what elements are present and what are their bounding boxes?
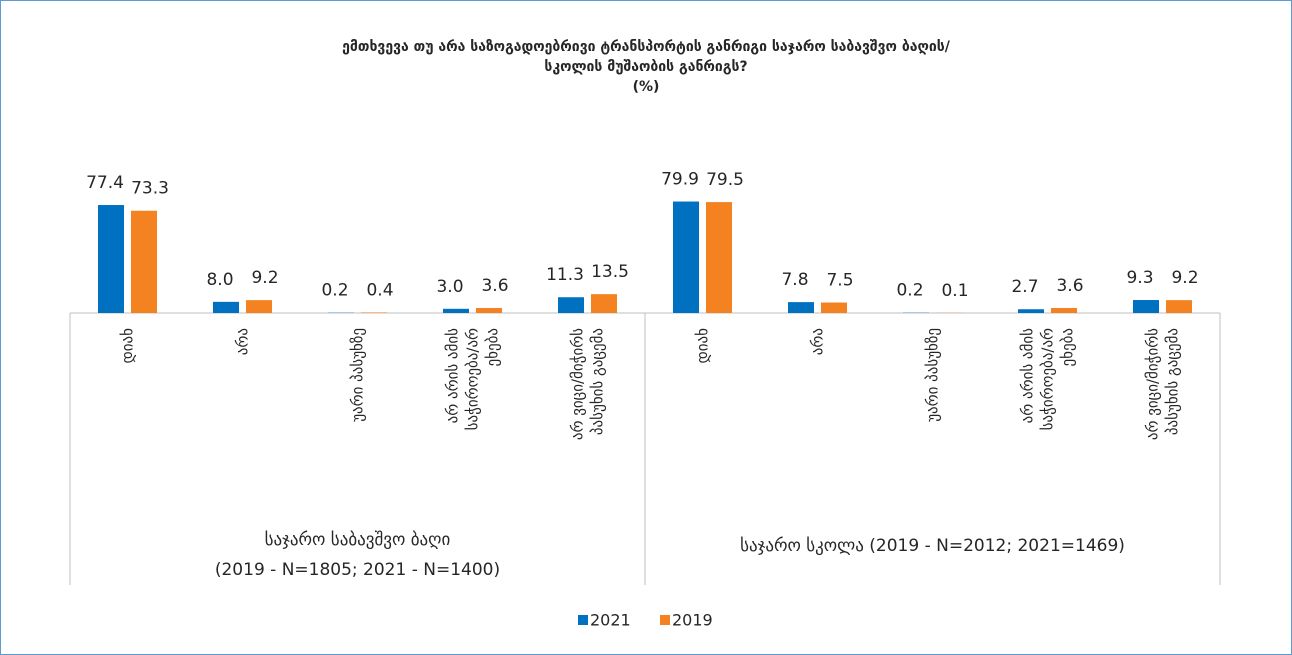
x-tick-label: უარი პასუხზე (348, 328, 366, 422)
value-label: 7.8 (781, 270, 808, 290)
group-label: (2019 - N=1805; 2021 - N=1400) (215, 560, 500, 580)
value-label: 9.2 (1171, 268, 1198, 288)
bar (476, 307, 502, 313)
bar (98, 205, 124, 313)
value-label: 2.7 (1011, 277, 1038, 297)
bar (1166, 300, 1192, 313)
value-label: 79.9 (661, 170, 699, 190)
bar (213, 301, 239, 313)
value-label: 79.5 (706, 170, 744, 190)
x-tick-label: დიახ (693, 328, 711, 364)
x-tick-label: არა (808, 328, 826, 355)
bar (788, 302, 814, 313)
value-label: 0.1 (941, 281, 968, 301)
value-label: 13.5 (591, 262, 629, 282)
value-label: 11.3 (546, 265, 584, 285)
bar (821, 302, 847, 313)
bar (1133, 300, 1159, 313)
legend-label: 2019 (672, 611, 713, 630)
value-label: 3.0 (436, 277, 463, 297)
bar (131, 210, 157, 313)
x-tick-label: არ ვიცი/მიჭირს პასუხის გაცემა (568, 328, 606, 440)
bar (246, 300, 272, 313)
value-label: 73.3 (131, 179, 169, 199)
value-label: 0.2 (321, 281, 348, 301)
x-tick-label: არა (233, 328, 251, 355)
value-label: 0.4 (366, 280, 393, 300)
value-label: 0.2 (896, 281, 923, 301)
value-label: 7.5 (826, 271, 853, 291)
group-label: საჯარო სკოლა (2019 - N=2012; 2021=1469) (740, 536, 1125, 556)
legend-label: 2021 (590, 611, 631, 630)
bar (591, 294, 617, 313)
x-tick-label: დიახ (118, 328, 136, 364)
legend-swatch (578, 615, 588, 625)
value-label: 3.6 (1056, 276, 1083, 296)
value-label: 77.4 (86, 173, 124, 193)
value-label: 9.2 (251, 268, 278, 288)
group-label: საჯარო საბავშვო ბაღი (265, 530, 451, 550)
bar (673, 201, 699, 313)
value-label: 3.6 (481, 276, 508, 296)
x-tick-label: არ არის ამის საჭიროება/არ ეხება (443, 328, 501, 431)
bar (1018, 309, 1044, 313)
value-label: 8.0 (206, 270, 233, 290)
x-tick-label: არ ვიცი/მიჭირს პასუხის გაცემა (1143, 328, 1181, 440)
chart-title: ემთხვევა თუ არა საზოგადოებრივი ტრანსპორტ… (342, 39, 951, 55)
bar (361, 312, 387, 313)
legend-swatch (660, 615, 670, 625)
chart-title: (%) (633, 79, 660, 95)
bar (558, 297, 584, 313)
chart-title: სკოლის მუშაობის განრიგს? (544, 59, 747, 75)
x-tick-label: არ არის ამის საჭიროება/არ ეხება (1018, 328, 1076, 431)
bar (1051, 307, 1077, 313)
value-label: 9.3 (1126, 268, 1153, 288)
x-tick-label: უარი პასუხზე (923, 328, 941, 422)
bar (706, 202, 732, 313)
bar (443, 308, 469, 313)
